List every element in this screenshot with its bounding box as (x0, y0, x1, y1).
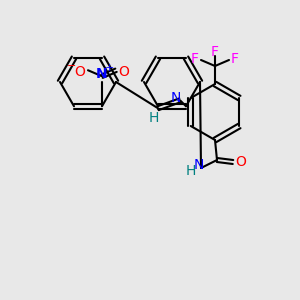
Text: −: − (67, 61, 77, 71)
Text: F: F (231, 52, 239, 66)
Text: F: F (191, 52, 199, 66)
Text: H: H (149, 111, 159, 125)
Text: H: H (186, 164, 196, 178)
Text: N: N (194, 158, 204, 172)
Text: +: + (104, 63, 114, 73)
Text: F: F (211, 45, 219, 59)
Text: O: O (118, 65, 129, 79)
Text: O: O (236, 155, 246, 169)
Text: N: N (96, 67, 108, 81)
Text: N: N (171, 91, 181, 105)
Text: O: O (75, 65, 86, 79)
